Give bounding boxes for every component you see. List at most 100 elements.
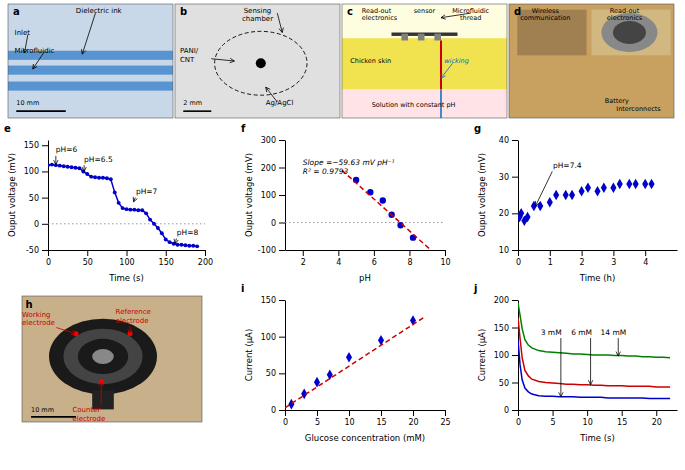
point: [594, 186, 600, 197]
annotation-arrow: [535, 171, 552, 206]
point: [144, 211, 148, 215]
illustration-background: [22, 296, 202, 422]
x-axis: 050100150200: [46, 250, 213, 267]
illustration-shape: [613, 21, 646, 44]
tick: 4: [643, 250, 648, 267]
line: [48, 165, 197, 247]
tick: 10: [344, 410, 354, 427]
tick-mark: [42, 250, 48, 251]
text-line: electrode: [72, 415, 105, 423]
tick: 25: [440, 410, 450, 427]
point: [168, 240, 172, 244]
text-line: Solution with constant pH: [372, 101, 456, 109]
annotation: Chicken skin: [350, 57, 391, 65]
illustration-shape: [418, 34, 425, 41]
point: [642, 179, 648, 190]
tick-mark: [285, 410, 286, 416]
illustration-shape: [401, 34, 408, 41]
tick-mark: [413, 410, 414, 416]
point: [191, 244, 195, 248]
panel-frame: [8, 4, 173, 118]
tick-label: 6: [372, 258, 377, 267]
point: [617, 179, 623, 190]
tick: 100: [119, 250, 134, 267]
tick: 10: [499, 246, 518, 255]
tick-mark: [48, 250, 49, 256]
tick-mark: [512, 410, 518, 411]
illustration-shape: [49, 319, 157, 395]
annotation: Workingelectrode: [22, 311, 55, 327]
annotation: Counterelectrode: [72, 406, 105, 422]
text-line: electrode: [116, 317, 149, 325]
text-line: f: [241, 123, 246, 134]
tick-mark: [409, 250, 410, 256]
panel-frame: [175, 4, 340, 118]
tick-label: 30: [499, 173, 509, 182]
tick: 100: [261, 333, 285, 342]
tick-mark: [550, 250, 551, 256]
illustration: [175, 4, 340, 118]
text-line: Chicken skin: [350, 57, 391, 65]
point: [563, 190, 569, 201]
text-line: h: [26, 299, 33, 310]
text-line: CNT: [180, 56, 195, 64]
tick-label: 300: [261, 136, 276, 145]
tick: 300: [261, 136, 285, 145]
tick-label: 100: [261, 191, 276, 200]
tick-mark: [582, 250, 583, 256]
tick-mark: [512, 328, 518, 329]
annotation: Interconnects: [616, 105, 661, 113]
axis-line: [519, 250, 678, 251]
chart-panel: 050100150200-50050100150Time (s)Ouput vo…: [4, 123, 213, 283]
tick-mark: [445, 250, 446, 256]
point: [74, 166, 78, 170]
tick-mark: [279, 140, 285, 141]
tick-label: 0: [516, 258, 521, 267]
tick-label: 0: [504, 406, 509, 415]
tick-mark: [205, 250, 206, 256]
annotation: Dielectric ink: [76, 7, 123, 15]
annotation-arrow: [441, 13, 471, 18]
annotation: 10 mm: [16, 99, 39, 107]
point: [121, 206, 125, 210]
point: [525, 212, 531, 223]
point: [633, 179, 639, 190]
annotation-arrow: [277, 13, 282, 32]
text-line: pH=6: [56, 145, 78, 154]
line: [518, 303, 670, 358]
annotation-arrow: [211, 59, 234, 61]
annotation: Read-outelectronics: [607, 7, 643, 23]
tick: 100: [261, 191, 285, 200]
annotation-arrow: [33, 52, 45, 69]
annotation: Read-outelectronics: [362, 7, 398, 23]
point: [50, 163, 54, 167]
point: [128, 208, 132, 212]
tick: 0: [283, 410, 288, 427]
text-line: 10 mm: [16, 99, 39, 107]
x-axis-title: Glucose concentration (mM): [305, 433, 425, 443]
annotation: pH=8: [177, 228, 199, 237]
illustration-panel: dWirelesscommunicationRead-outelectronic…: [509, 4, 674, 118]
tick: 10: [583, 410, 593, 427]
tick-mark: [622, 410, 623, 416]
text-line: communication: [520, 14, 570, 22]
tick: 200: [494, 296, 518, 305]
text-line: Microfluidic: [15, 47, 55, 55]
tick-label: 15: [376, 418, 386, 427]
plot-area: [48, 163, 205, 249]
annotation: pH=7: [136, 187, 158, 196]
tick-label: 200: [494, 296, 509, 305]
point: [195, 244, 199, 248]
point: [537, 201, 543, 212]
illustration: [22, 296, 202, 422]
point: [172, 242, 176, 246]
tick: 200: [261, 164, 285, 173]
tick-label: 100: [24, 167, 39, 176]
point: [85, 172, 89, 176]
point: [148, 218, 152, 222]
text-line: Microfluidic: [452, 7, 489, 15]
x-axis: 246810: [286, 250, 451, 267]
annotation-arrow: [56, 328, 76, 334]
point: [109, 177, 113, 181]
x-axis: 05101520: [516, 410, 678, 427]
